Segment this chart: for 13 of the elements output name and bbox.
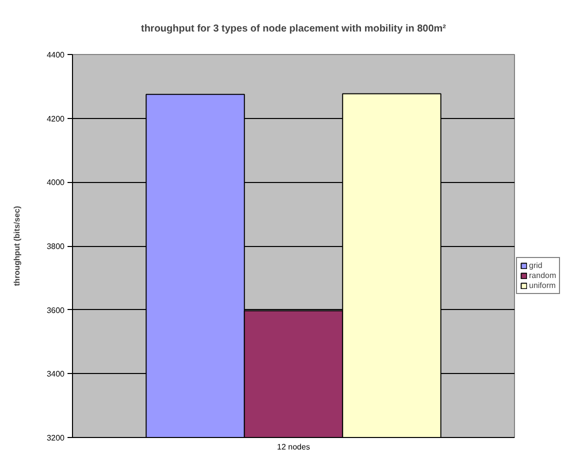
y-tick-label: 4200	[46, 114, 66, 124]
y-tick-label: 3200	[46, 434, 66, 442]
y-tick-label: 3400	[46, 370, 66, 379]
chart-title: throughput for 3 types of node placement with mobility in 800m²	[140, 24, 447, 34]
legend-label: random	[529, 271, 556, 280]
y-axis-title: throughput (bits/sec)	[12, 206, 22, 286]
y-tick-label: 4000	[46, 178, 66, 188]
legend-label: grid	[529, 261, 544, 270]
y-tick-label: 3800	[46, 242, 66, 251]
y-tick-label: 3600	[46, 306, 66, 315]
x-tick-label: 12 nodes	[277, 442, 310, 452]
legend-label: uniform	[529, 281, 556, 290]
y-tick-label: 4400	[46, 50, 66, 60]
